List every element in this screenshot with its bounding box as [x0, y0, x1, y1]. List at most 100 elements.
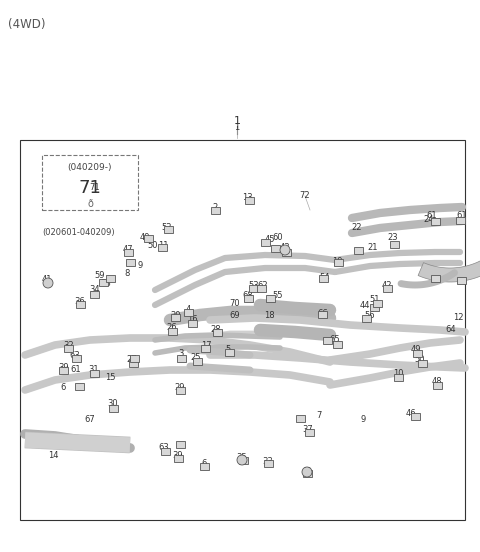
Text: 34: 34 [90, 284, 100, 294]
Text: 64: 64 [446, 326, 456, 335]
Bar [125, 258, 134, 266]
Bar [265, 295, 275, 301]
Bar [249, 284, 257, 291]
Bar [89, 369, 98, 376]
Text: 51: 51 [370, 295, 380, 305]
Bar [200, 463, 208, 470]
Text: 8: 8 [124, 268, 130, 278]
Bar [256, 284, 265, 291]
Text: 70: 70 [230, 299, 240, 307]
Text: 15: 15 [105, 373, 115, 381]
Circle shape [280, 245, 290, 255]
Bar [177, 354, 185, 362]
Bar [144, 235, 153, 242]
Text: 6: 6 [60, 384, 66, 392]
Text: 4: 4 [185, 305, 191, 315]
Bar [211, 206, 219, 214]
Text: 6: 6 [201, 459, 207, 468]
Bar [281, 248, 290, 256]
Text: 1: 1 [234, 124, 240, 132]
Text: 67: 67 [84, 416, 96, 424]
Text: 50: 50 [415, 355, 425, 364]
Text: 16: 16 [187, 316, 197, 325]
Text: 23: 23 [388, 233, 398, 242]
Text: 2: 2 [212, 204, 217, 213]
Text: 39: 39 [59, 364, 69, 373]
Text: 59: 59 [95, 270, 105, 279]
Text: 21: 21 [368, 242, 378, 252]
Bar [372, 300, 382, 306]
Text: 57: 57 [430, 270, 440, 279]
Polygon shape [418, 252, 480, 282]
Text: 9: 9 [360, 416, 366, 424]
Bar [225, 348, 233, 355]
Text: 52: 52 [162, 222, 172, 231]
Text: 62: 62 [258, 280, 268, 289]
Text: 60: 60 [273, 233, 283, 242]
Text: 66: 66 [318, 309, 328, 317]
Bar [261, 238, 269, 246]
Bar [334, 258, 343, 266]
Bar [264, 459, 273, 466]
Bar [170, 314, 180, 321]
Bar [456, 277, 466, 284]
Text: 31: 31 [89, 365, 99, 374]
Bar [188, 320, 196, 326]
Text: 10: 10 [393, 369, 403, 379]
Bar [176, 386, 184, 394]
Bar [59, 367, 68, 374]
Text: 55: 55 [273, 290, 283, 300]
Text: 12: 12 [453, 314, 463, 322]
Text: 37: 37 [302, 426, 313, 434]
Bar [130, 354, 139, 362]
Text: 61: 61 [74, 436, 84, 444]
Text: 61: 61 [427, 211, 437, 220]
Text: 3: 3 [178, 349, 184, 358]
Text: 71: 71 [79, 179, 101, 197]
Bar [361, 315, 371, 321]
Text: 48: 48 [432, 378, 442, 386]
Text: 63: 63 [70, 352, 80, 360]
Text: 28: 28 [211, 326, 221, 335]
Text: 65: 65 [330, 336, 340, 344]
Text: 49: 49 [140, 232, 150, 242]
Bar [157, 243, 167, 251]
Bar [317, 310, 326, 317]
Bar [201, 344, 209, 352]
Text: 61: 61 [71, 365, 81, 374]
Bar [176, 440, 184, 448]
Bar [353, 247, 362, 253]
Text: (040209-): (040209-) [68, 163, 112, 172]
Bar [370, 304, 379, 310]
Text: 20: 20 [171, 311, 181, 321]
Bar [239, 457, 248, 464]
Text: 54: 54 [320, 273, 330, 283]
Text: 50: 50 [148, 241, 158, 250]
Bar [304, 428, 313, 436]
Bar [243, 295, 252, 301]
Text: 46: 46 [406, 410, 416, 418]
Text: 49: 49 [411, 346, 421, 354]
Bar [383, 284, 392, 291]
Bar [333, 341, 341, 348]
Text: 7: 7 [316, 411, 322, 421]
Text: 43: 43 [280, 243, 290, 252]
Text: 1: 1 [233, 116, 240, 126]
Text: (020601-040209): (020601-040209) [42, 229, 115, 237]
Bar [418, 359, 427, 367]
Text: 27: 27 [127, 355, 137, 364]
Text: 24: 24 [424, 215, 434, 225]
Text: 40: 40 [302, 466, 312, 475]
Text: 72: 72 [300, 192, 310, 200]
Text: 9: 9 [137, 261, 143, 269]
Bar [108, 405, 118, 411]
Bar [183, 309, 192, 316]
Text: 41: 41 [42, 275, 52, 284]
Bar [431, 217, 440, 225]
Text: 45: 45 [265, 236, 275, 245]
Bar [456, 216, 465, 224]
Text: 13: 13 [242, 194, 252, 203]
Text: (4WD): (4WD) [8, 18, 46, 31]
Text: 61: 61 [456, 210, 468, 220]
Text: 26: 26 [167, 323, 177, 332]
